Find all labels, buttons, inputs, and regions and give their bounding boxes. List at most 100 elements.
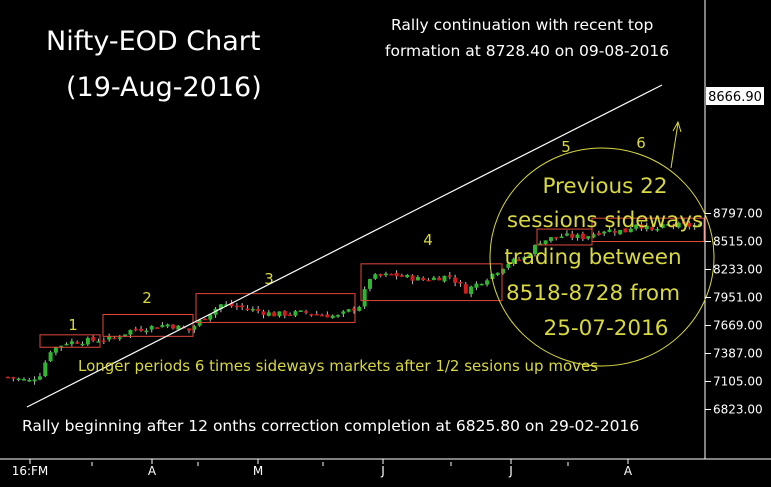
x-tick-label: A	[148, 464, 157, 478]
candle-body	[687, 223, 692, 227]
candle-body	[272, 312, 277, 317]
candle-body	[628, 228, 633, 233]
box-label: 1	[68, 316, 78, 334]
candle-body	[202, 318, 207, 321]
candle-body	[612, 230, 617, 233]
candle-body	[48, 352, 53, 362]
candle-body	[426, 279, 431, 282]
candle-body	[261, 311, 266, 315]
candle-body	[394, 272, 399, 277]
candle-body	[192, 326, 197, 330]
candle-body	[431, 277, 436, 280]
candle-body	[165, 324, 170, 327]
candle-body	[634, 224, 639, 229]
annotation-arrow-shaft	[670, 122, 679, 169]
candle-body	[447, 275, 452, 277]
candle-body	[85, 337, 90, 345]
candle-body	[186, 328, 191, 331]
top-note-line-1: Rally continuation with recent top	[391, 16, 653, 34]
candle-body	[682, 221, 687, 224]
candle-body	[660, 224, 665, 228]
candle-body	[304, 311, 309, 313]
candle-body	[671, 224, 676, 227]
candle-body	[240, 305, 245, 308]
x-tick-label: 16:FM	[12, 464, 49, 478]
candle-body	[655, 229, 660, 231]
candle-body	[21, 379, 26, 381]
candle-body	[341, 311, 346, 314]
candle-body	[580, 233, 585, 239]
candle-body	[501, 268, 506, 274]
candle-body	[389, 273, 394, 276]
candle-body	[171, 324, 176, 329]
candle-body	[495, 272, 500, 275]
candle-body	[117, 337, 122, 339]
candle-body	[564, 233, 569, 236]
candle-body	[570, 233, 575, 238]
box-label: 4	[423, 231, 433, 249]
candle-body	[11, 377, 16, 379]
x-tick-label: M	[253, 464, 263, 478]
candle-body	[554, 237, 559, 239]
candle-body	[373, 274, 378, 279]
candle-body	[362, 289, 367, 307]
box-layer: 1 2 3 4 5 6	[39, 134, 705, 348]
candle-body	[133, 328, 138, 331]
candle-body	[250, 308, 255, 311]
candle-body	[490, 273, 495, 280]
candle-body	[309, 313, 314, 316]
candle-body	[314, 314, 319, 316]
candle-body	[511, 258, 516, 264]
candle-body	[107, 336, 112, 340]
candle-body	[282, 310, 287, 316]
candle-body	[463, 284, 468, 294]
candle-body	[650, 227, 655, 230]
candle-body	[266, 312, 271, 316]
chart-subtitle: (19-Aug-2016)	[66, 72, 262, 103]
candle-body	[474, 283, 479, 288]
candle-body	[517, 259, 522, 262]
x-tick-label: J	[508, 464, 513, 478]
candle-body	[37, 376, 42, 380]
candle-body	[479, 283, 484, 286]
sideways-box	[591, 217, 705, 243]
circle-note-line-2: sessions sideways	[507, 208, 703, 233]
last-price-badge	[706, 87, 764, 105]
bottom-note: Rally beginning after 12 onths correctio…	[22, 417, 639, 435]
candle-body	[234, 305, 239, 308]
candle-body	[346, 309, 351, 312]
box-label: 3	[264, 270, 274, 288]
candle-body	[623, 228, 628, 233]
box-label: 5	[561, 138, 571, 156]
x-tick-label: J	[380, 464, 385, 478]
candle-body	[591, 234, 596, 238]
candle-body	[91, 336, 96, 341]
sideways-box	[39, 334, 101, 348]
candle-body	[160, 325, 165, 328]
candle-body	[644, 225, 649, 230]
candle-body	[80, 343, 85, 346]
candle-body	[277, 311, 282, 317]
candle-body	[298, 310, 303, 312]
y-ticks-layer: 6823.00 7105.00 7387.00 7669.00 7951.00 8233.…	[705, 207, 763, 417]
candle-body	[405, 274, 410, 278]
candle-body	[27, 379, 32, 382]
candle-body	[224, 304, 229, 306]
candle-body	[64, 343, 69, 346]
candle-body	[485, 280, 490, 285]
candle-body	[602, 231, 607, 234]
annotation-circle	[489, 147, 715, 367]
candle-body	[596, 232, 601, 235]
candle-body	[607, 229, 612, 232]
candle-body	[698, 224, 702, 226]
y-tick-label: 8515.00	[713, 235, 763, 249]
trendline	[26, 84, 663, 408]
y-tick-label: 7105.00	[713, 375, 763, 389]
y-tick-label: 7387.00	[713, 347, 763, 361]
candle-body	[16, 378, 21, 380]
candle-body	[208, 314, 213, 320]
candle-body	[256, 309, 261, 311]
candle-body	[469, 286, 474, 294]
candle-body	[6, 376, 10, 379]
